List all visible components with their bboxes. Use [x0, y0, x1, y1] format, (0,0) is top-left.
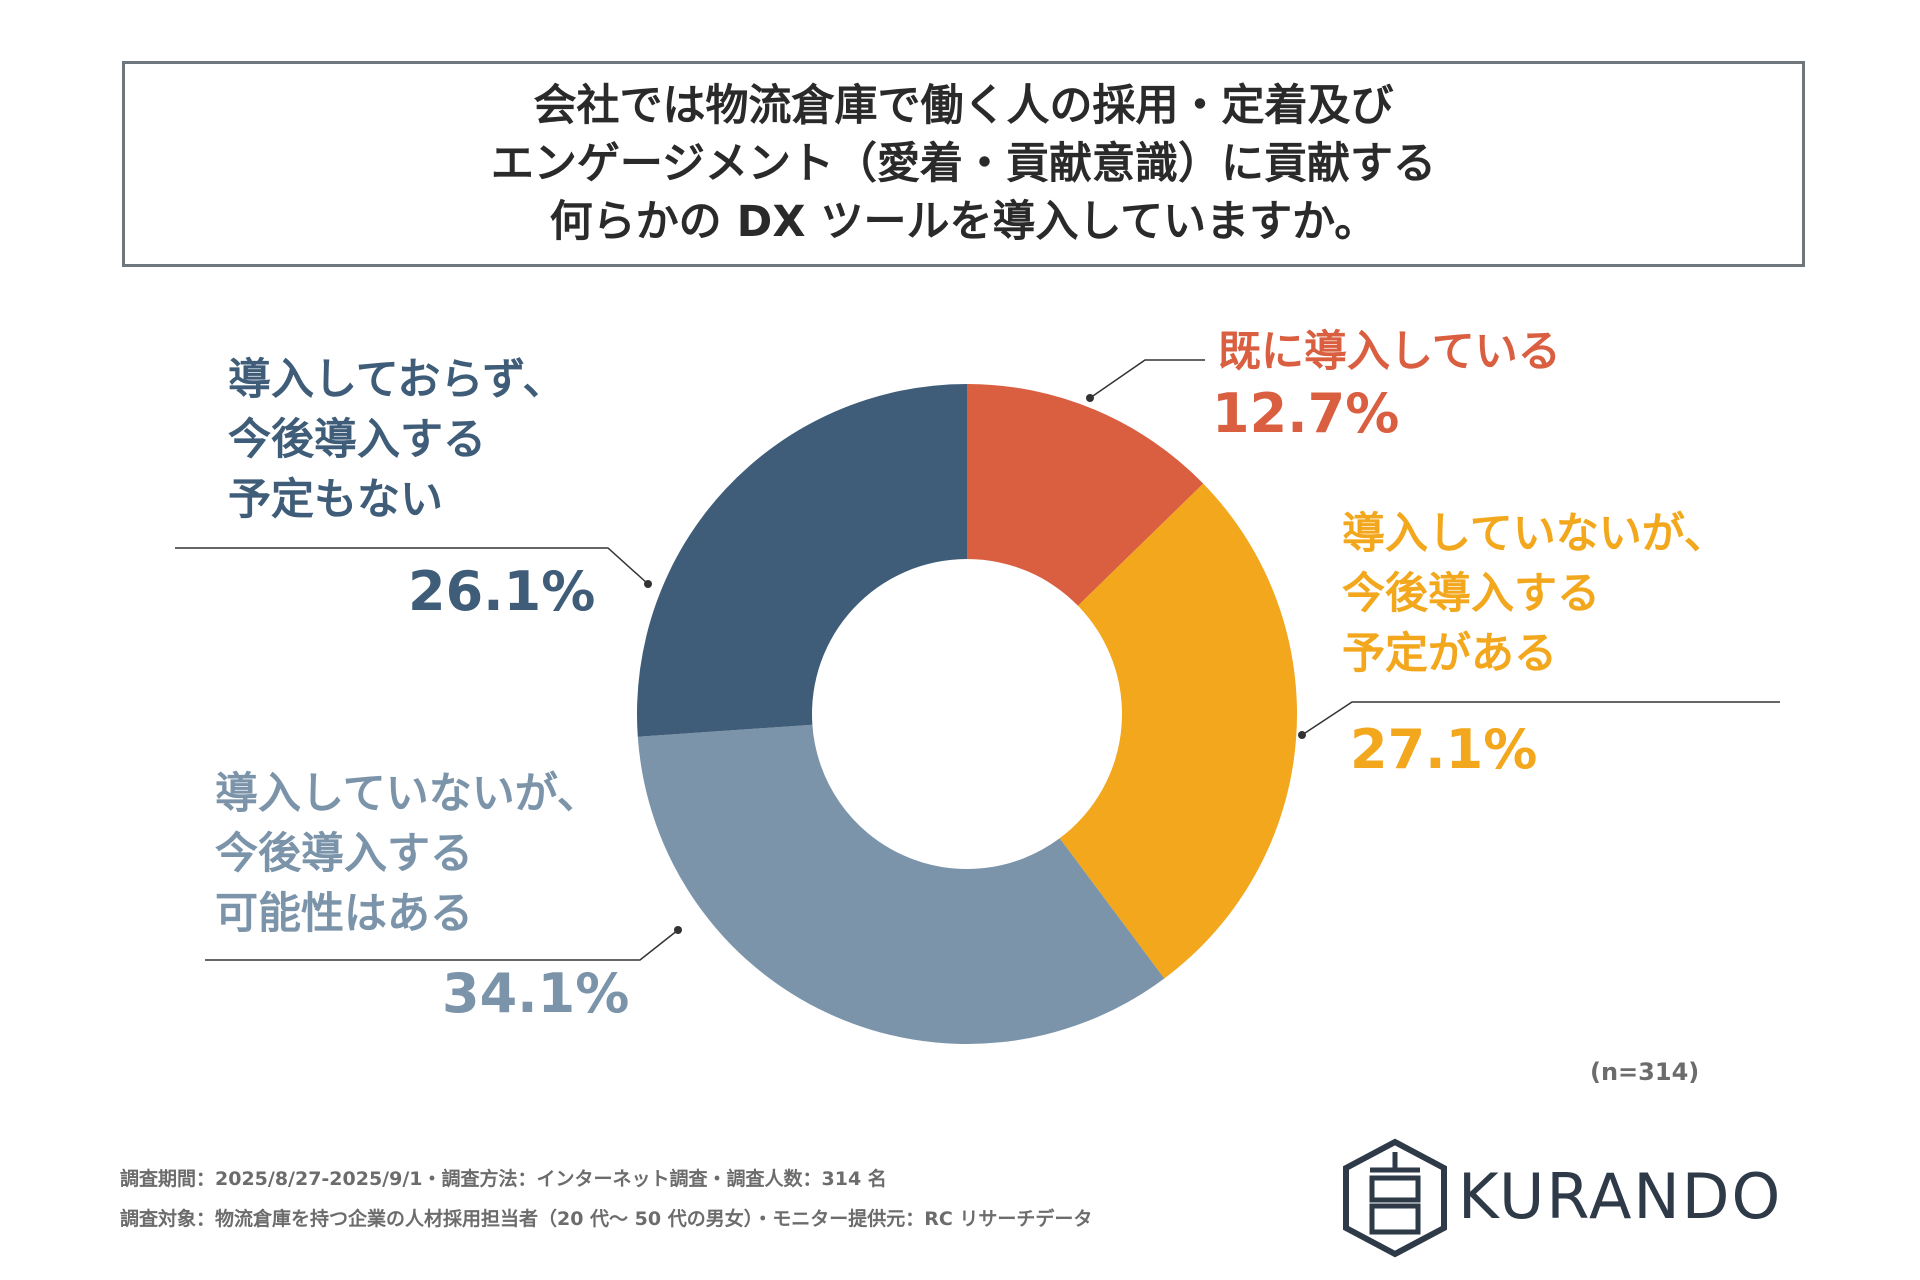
leader-line-possible: [205, 929, 679, 961]
brand-name: KURANDO: [1458, 1160, 1783, 1233]
slice-label-possible: 導入していないが、 今後導入する 可能性はある: [215, 769, 600, 939]
leader-dot-not-planned: [644, 580, 652, 588]
footer-survey-target: 調査対象：物流倉庫を持つ企業の人材採用担当者（20 代〜 50 代の男女）・モニ…: [120, 1208, 1093, 1230]
slice-label-not-planned: 導入しておらず、 今後導入する 予定もない: [228, 355, 566, 525]
leader-dot-possible: [674, 926, 682, 934]
title-line-1: 会社では物流倉庫で働く人の採用・定着及び: [533, 81, 1394, 131]
kura-hexagon-logo-icon: [1343, 1138, 1447, 1258]
sample-size-label: (n=314): [1590, 1058, 1700, 1086]
title-box: 会社では物流倉庫で働く人の採用・定着及び エンゲージメント（愛着・貢献意識）に貢…: [122, 61, 1805, 267]
slice-value-not-planned: 26.1%: [408, 560, 596, 623]
leader-line-planned: [1301, 701, 1780, 736]
leader-dot-planned: [1298, 731, 1306, 739]
slice-value-planned: 27.1%: [1350, 718, 1538, 781]
slice-value-introduced: 12.7%: [1212, 382, 1400, 445]
slice-label-introduced: 既に導入している: [1218, 327, 1561, 377]
leader-dot-introduced: [1086, 394, 1094, 402]
donut-slice-not-planned: [637, 384, 967, 737]
title-line-2: エンゲージメント（愛着・貢献意識）に貢献する: [490, 139, 1437, 189]
title-line-3: 何らかの DX ツールを導入していますか。: [549, 197, 1378, 247]
leader-line-not-planned: [175, 547, 649, 585]
slice-label-planned: 導入していないが、 今後導入する 予定がある: [1342, 509, 1727, 679]
donut-slice-planned: [1059, 483, 1297, 979]
leader-line-introduced: [1089, 359, 1205, 399]
footer-survey-period: 調査期間：2025/8/27-2025/9/1・調査方法：インターネット調査・調…: [120, 1168, 887, 1190]
donut-slice-introduced: [967, 384, 1204, 606]
slice-value-possible: 34.1%: [442, 962, 630, 1025]
brand-logo: KURANDO: [1340, 1138, 1810, 1258]
donut-slice-possible: [637, 724, 1165, 1044]
